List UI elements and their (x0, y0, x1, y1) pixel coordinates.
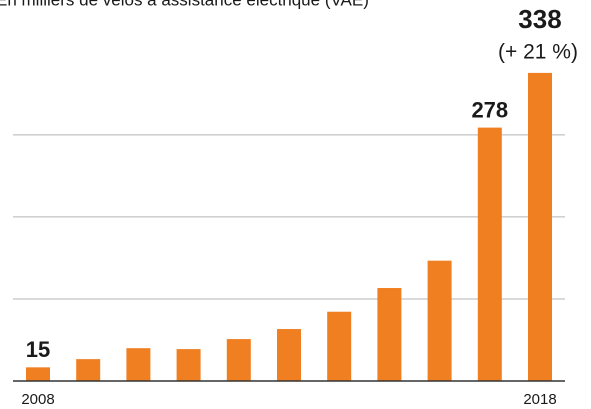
value-label: 15 (26, 337, 50, 362)
bar (477, 127, 502, 381)
x-tick-label: 2008 (21, 391, 54, 408)
bar (377, 288, 402, 381)
chart-title: En milliers de vélos à assistance électr… (0, 0, 369, 9)
bar (528, 72, 552, 381)
value-label: 278 (471, 97, 508, 122)
value-label: 338 (518, 4, 561, 34)
bar (277, 329, 301, 381)
x-tick-label: 2018 (523, 391, 556, 408)
bar (176, 349, 201, 381)
bar (126, 348, 151, 381)
bar (26, 367, 50, 381)
bar (226, 339, 251, 381)
bar (427, 260, 452, 381)
bar (327, 311, 352, 381)
annotation: (+ 21 %) (498, 40, 578, 63)
bar (76, 359, 101, 381)
